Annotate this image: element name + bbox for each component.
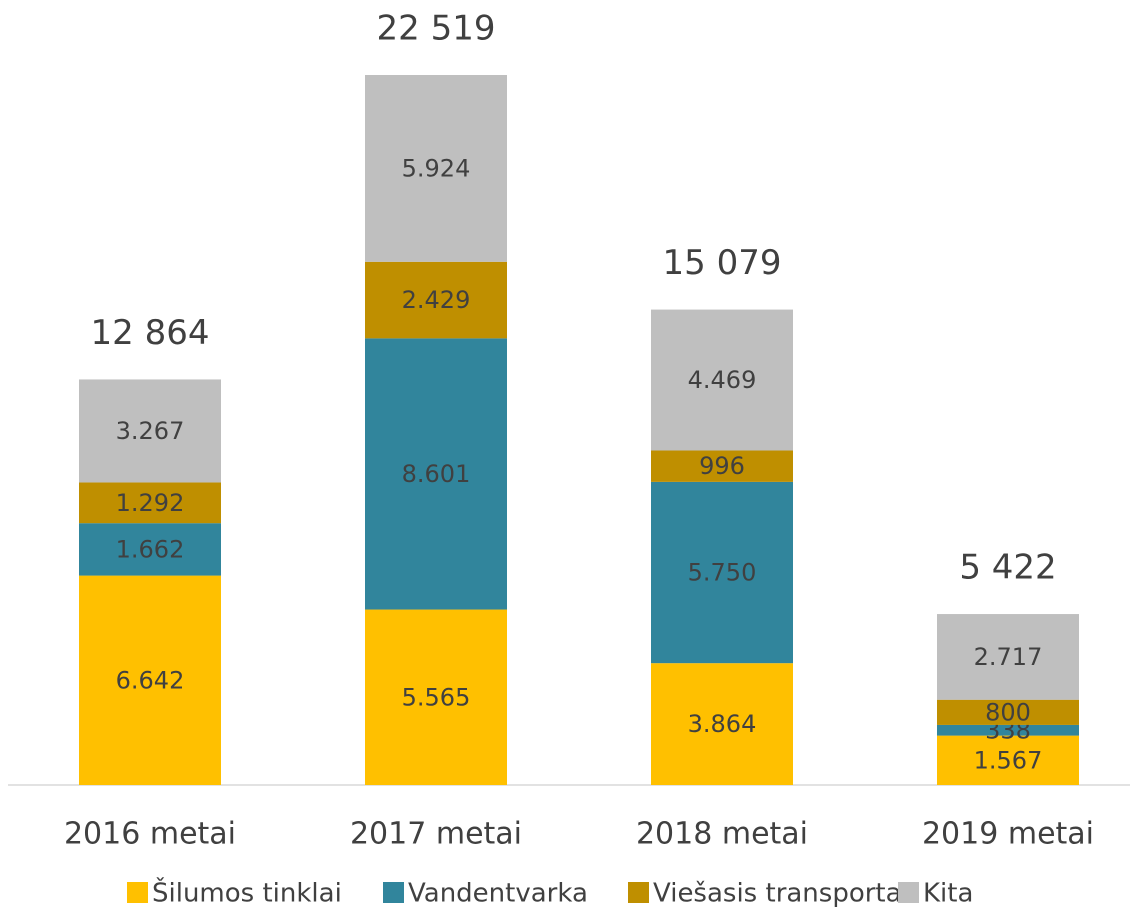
value-label: 1.662 (116, 535, 185, 563)
bar-segment (365, 75, 507, 262)
bar-segment (937, 724, 1079, 736)
value-label: 8.601 (402, 460, 471, 488)
value-label: 996 (699, 452, 745, 480)
legend-swatch (127, 882, 148, 903)
bar-segment (937, 735, 1079, 785)
value-label: 4.469 (688, 366, 757, 394)
bar-segment (365, 261, 507, 339)
legend-label: Šilumos tinklai (152, 877, 342, 909)
total-label: 12 864 (91, 313, 210, 353)
value-label: 800 (985, 698, 1031, 726)
total-label: 15 079 (663, 243, 782, 283)
x-tick-label: 2017 metai (350, 817, 522, 852)
bar-segment (365, 338, 507, 610)
bar-segment (651, 481, 793, 664)
legend-label: Viešasis transportas (653, 879, 915, 909)
value-label: 1.292 (116, 489, 185, 517)
value-label: 1.567 (974, 746, 1043, 774)
value-label: 6.642 (116, 666, 185, 694)
bar-segment (937, 614, 1079, 700)
legend-swatch (383, 882, 404, 903)
legend-swatch (898, 882, 919, 903)
legend-swatch (628, 882, 649, 903)
bar-segment (651, 450, 793, 482)
value-label: 5.924 (402, 154, 471, 182)
value-label: 2.717 (974, 643, 1043, 671)
value-label: 3.864 (688, 710, 757, 738)
bar-segment (79, 575, 221, 785)
x-tick-label: 2019 metai (922, 817, 1094, 852)
x-tick-label: 2016 metai (64, 817, 236, 852)
total-label: 5 422 (959, 548, 1056, 588)
bar-segment (937, 699, 1079, 725)
bar-segment (79, 482, 221, 524)
total-label: 22 519 (377, 9, 496, 49)
legend-label: Kita (923, 879, 973, 909)
legend-label: Vandentvarka (408, 879, 588, 909)
bar-segment (651, 663, 793, 785)
value-label: 2.429 (402, 286, 471, 314)
bar-segment (365, 609, 507, 785)
value-label: 5.750 (688, 559, 757, 587)
x-tick-label: 2018 metai (636, 817, 808, 852)
bar-segment (79, 523, 221, 576)
bar-segment (79, 379, 221, 483)
value-label: 3.267 (116, 417, 185, 445)
value-label: 5.565 (402, 683, 471, 711)
bar-segment (651, 309, 793, 451)
